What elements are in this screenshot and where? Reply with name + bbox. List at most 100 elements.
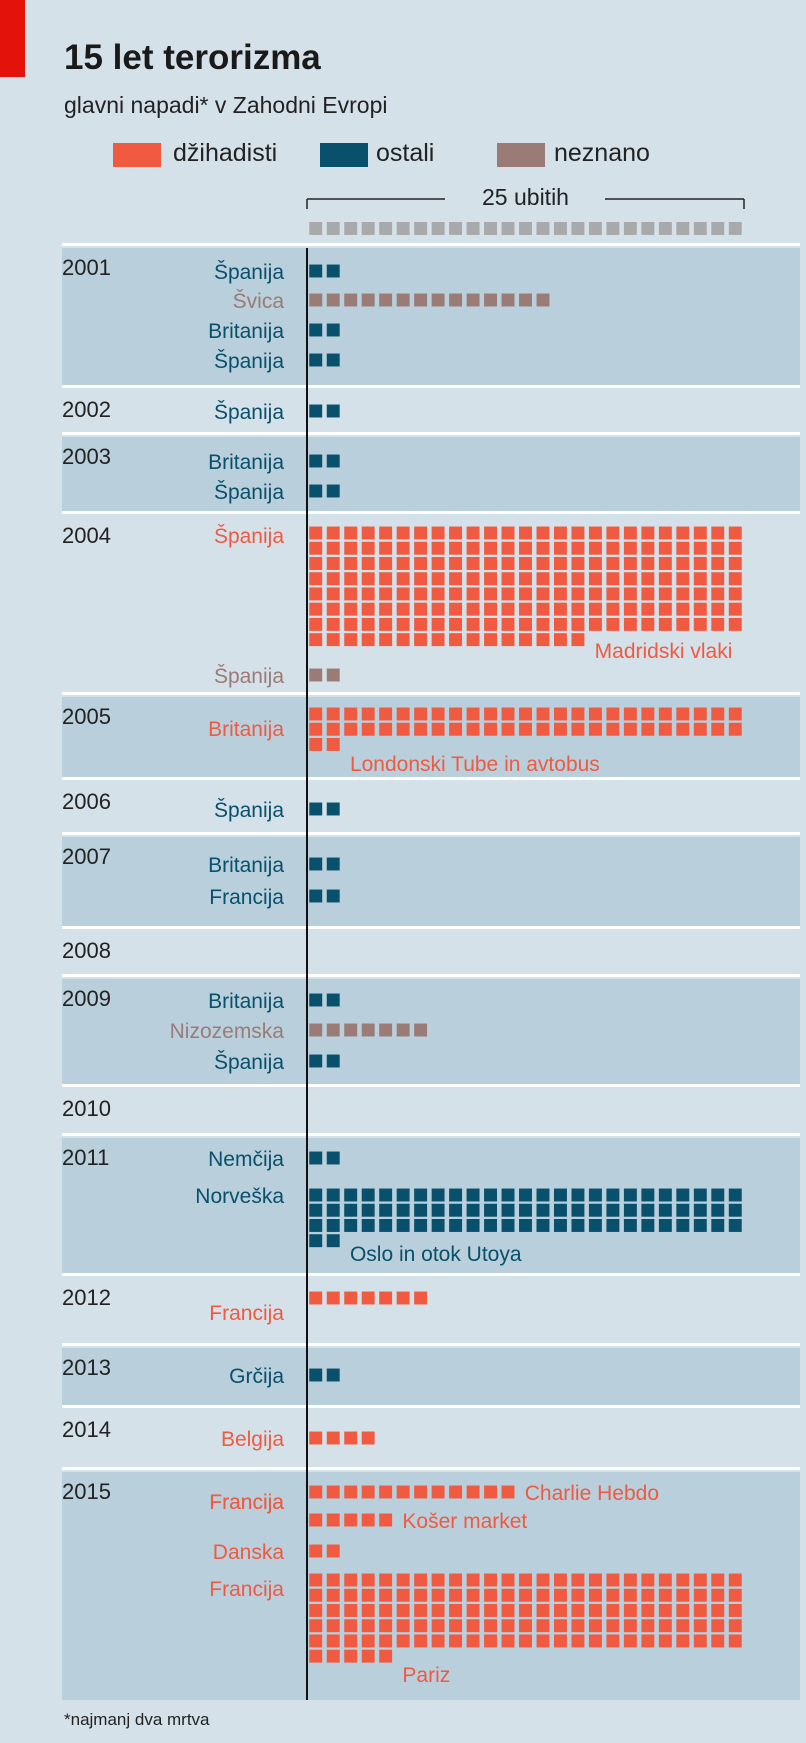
death-square <box>676 557 690 570</box>
death-square <box>658 1634 672 1648</box>
scale-square <box>414 222 428 235</box>
death-square <box>536 722 550 736</box>
death-square <box>658 722 672 736</box>
year-band-2010 <box>62 1089 800 1133</box>
death-square <box>396 557 410 570</box>
death-square <box>501 1573 515 1587</box>
death-square <box>588 707 602 721</box>
death-square <box>501 541 515 555</box>
death-square <box>606 1604 620 1617</box>
death-square <box>396 1188 410 1202</box>
death-square <box>658 1573 672 1587</box>
death-square <box>693 707 707 721</box>
death-square <box>414 1634 428 1648</box>
death-square <box>379 1588 393 1602</box>
death-square <box>326 857 340 871</box>
attack-squares <box>309 1513 393 1527</box>
death-square <box>711 707 725 721</box>
death-square <box>658 1588 672 1602</box>
death-square <box>431 1604 445 1617</box>
death-square <box>431 526 445 540</box>
death-square <box>431 633 445 647</box>
death-square <box>431 1485 445 1499</box>
death-square <box>693 587 707 601</box>
death-square <box>466 1219 480 1232</box>
death-square <box>309 1234 323 1248</box>
death-square <box>326 633 340 647</box>
death-square <box>344 541 358 555</box>
death-square <box>553 633 567 647</box>
death-square <box>571 526 585 540</box>
death-square <box>309 1291 323 1305</box>
death-square <box>326 1573 340 1587</box>
death-square <box>658 1219 672 1232</box>
death-square <box>641 1588 655 1602</box>
year-divider <box>62 1405 800 1408</box>
death-square <box>344 722 358 736</box>
death-square <box>414 1291 428 1305</box>
attack-note-label: Oslo in otok Utoya <box>350 1243 522 1266</box>
death-square <box>344 1604 358 1617</box>
scale-square <box>658 222 672 235</box>
death-square <box>309 1188 323 1202</box>
death-square <box>396 572 410 586</box>
death-square <box>711 617 725 631</box>
death-square <box>396 1573 410 1587</box>
death-square <box>309 353 323 367</box>
attack-country-label: Francija <box>209 1491 284 1514</box>
death-square <box>728 1188 742 1202</box>
death-square <box>379 541 393 555</box>
death-square <box>414 526 428 540</box>
death-square <box>309 587 323 601</box>
death-square <box>431 557 445 570</box>
death-square <box>484 1634 498 1648</box>
death-square <box>396 587 410 601</box>
death-square <box>553 1203 567 1217</box>
death-square <box>519 293 532 307</box>
death-square <box>326 541 340 555</box>
year-label: 2006 <box>62 789 111 814</box>
death-square <box>641 1573 655 1587</box>
death-square <box>449 293 463 307</box>
death-square <box>414 1188 428 1202</box>
death-square <box>658 541 672 555</box>
death-square <box>361 707 375 721</box>
scale-squares <box>309 222 742 235</box>
attack-country-label: Britanija <box>208 990 284 1013</box>
death-square <box>361 633 375 647</box>
scale-square <box>501 222 515 235</box>
year-label: 2011 <box>62 1145 109 1170</box>
death-square <box>676 572 690 586</box>
death-square <box>676 541 690 555</box>
death-square <box>519 1203 532 1217</box>
death-square <box>623 1588 637 1602</box>
death-square <box>466 557 480 570</box>
death-square <box>361 587 375 601</box>
death-square <box>361 541 375 555</box>
death-square <box>571 557 585 570</box>
death-square <box>536 1588 550 1602</box>
death-square <box>536 617 550 631</box>
death-square <box>361 602 375 616</box>
death-square <box>466 1619 480 1633</box>
footnote: *najmanj dva mrtva <box>64 1710 210 1729</box>
scale-square <box>344 222 358 235</box>
death-square <box>553 1573 567 1587</box>
death-square <box>588 1619 602 1633</box>
death-square <box>623 572 637 586</box>
death-square <box>466 722 480 736</box>
death-square <box>519 1634 532 1648</box>
death-square <box>344 1291 358 1305</box>
death-square <box>309 572 323 586</box>
death-square <box>414 1023 428 1037</box>
year-divider <box>62 832 800 835</box>
death-square <box>693 1219 707 1232</box>
death-square <box>623 541 637 555</box>
death-square <box>414 1485 428 1499</box>
death-square <box>536 572 550 586</box>
death-square <box>309 454 323 468</box>
death-square <box>326 993 340 1007</box>
death-square <box>606 707 620 721</box>
scale-square <box>641 222 655 235</box>
death-square <box>379 1634 393 1648</box>
